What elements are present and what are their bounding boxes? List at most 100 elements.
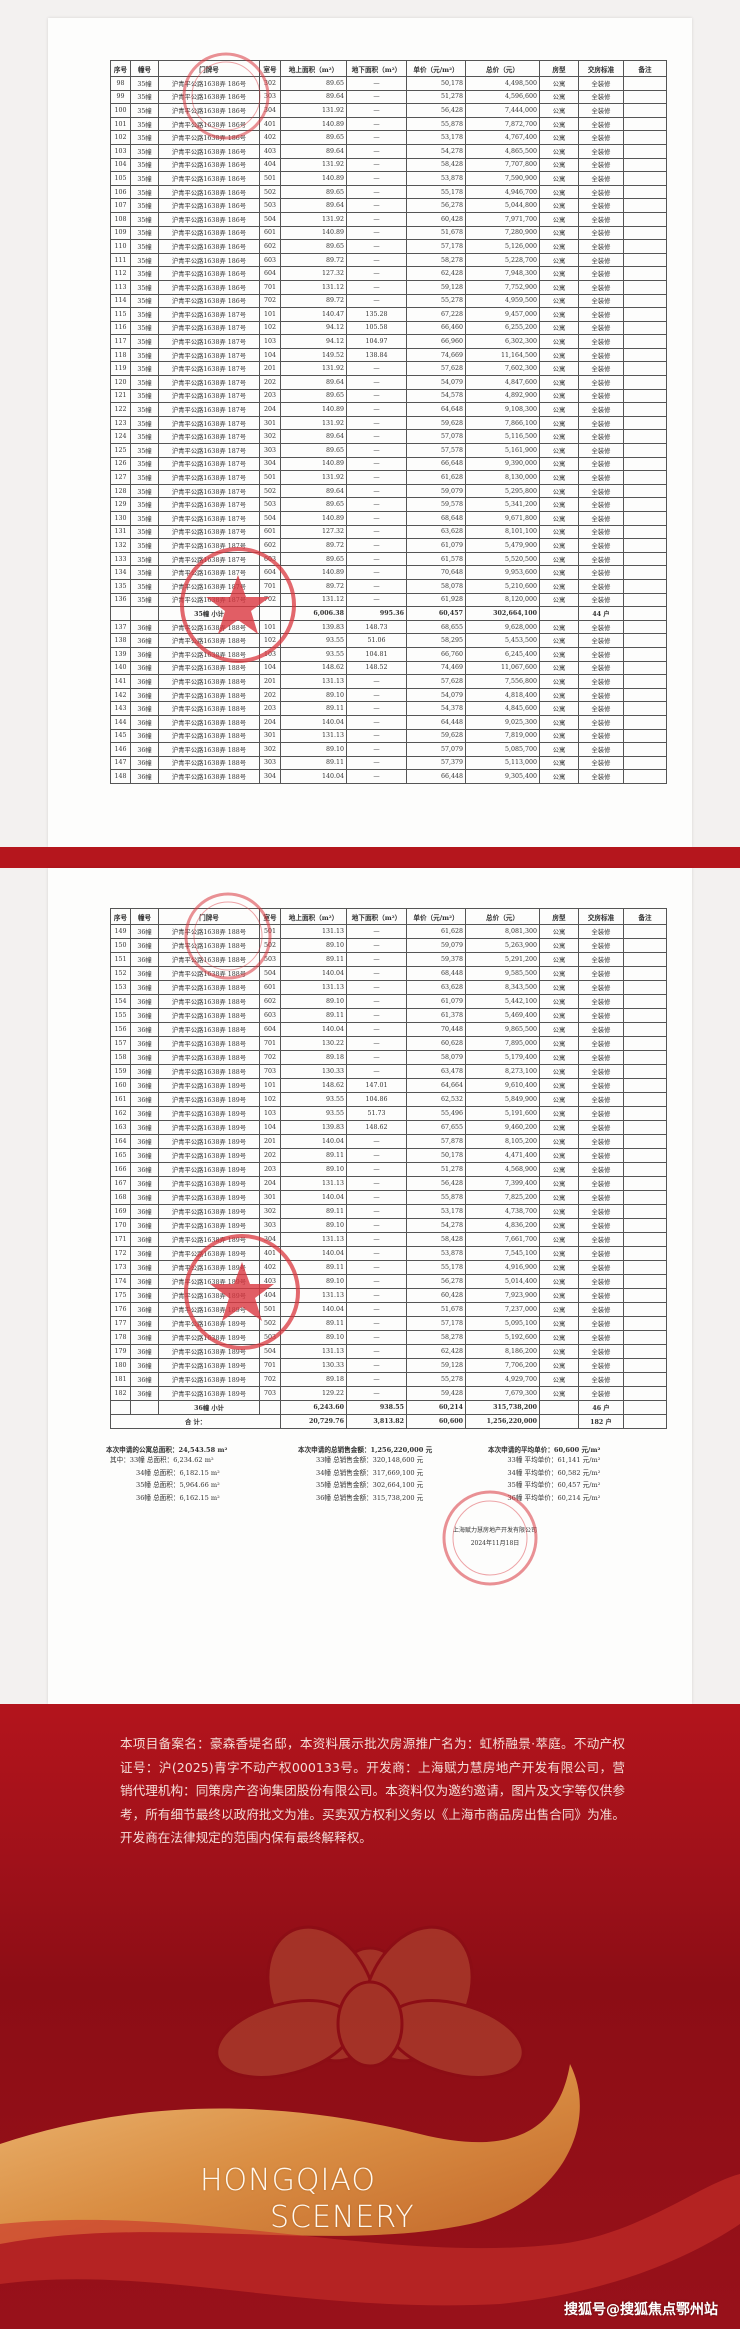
table-cell: 36幢	[130, 1134, 159, 1149]
column-header: 总价（元）	[465, 60, 540, 77]
table-row: 129 35幢 沪青平公路1638弄 187号 503 89.65—59,578 5,34…	[110, 497, 667, 512]
table-cell: 35幢	[130, 266, 159, 281]
table-cell: 157	[110, 1036, 131, 1051]
table-cell: 全装修	[578, 769, 624, 784]
table-row: 149 36幢 沪青平公路1638弄 188号 501 131.13—61,628 8,0…	[110, 924, 667, 939]
table-cell: 公寓	[539, 320, 579, 336]
table-cell: —	[346, 116, 407, 132]
table-cell: 68,655	[406, 619, 466, 635]
table-cell: 174	[110, 1274, 131, 1289]
table-cell: 7,661,700	[465, 1232, 540, 1247]
table-cell	[623, 565, 667, 580]
table-cell: 89.11	[280, 755, 347, 771]
table-row: 138 36幢 沪青平公路1638弄 188号 102 93.55 51.06 58,295…	[110, 633, 667, 648]
total-price: 302,664,100	[465, 606, 540, 621]
table-cell: 公寓	[539, 538, 579, 553]
table-cell: 沪青平公路1638弄 189号	[158, 1372, 260, 1387]
table-cell: 55,278	[406, 293, 466, 309]
table-cell	[623, 606, 667, 621]
table-cell: 6,245,400	[465, 646, 540, 662]
table-cell: 36幢	[130, 980, 159, 995]
table-cell: 全装修	[578, 1274, 624, 1289]
table-cell: 35幢	[130, 551, 159, 567]
table-cell	[623, 742, 667, 757]
table-cell: 66,648	[406, 456, 466, 472]
table-cell: 401	[259, 116, 281, 132]
table-cell: 160	[110, 1078, 131, 1093]
table-cell: 131.13	[280, 980, 347, 995]
table-cell: —	[346, 565, 407, 580]
grand-total-row: 合 计： 20,729.76 3,813.82 60,600 1,256,220,000…	[110, 1414, 667, 1429]
table-cell: 125	[110, 443, 131, 458]
table-cell: 沪青平公路1638弄 187号	[158, 402, 260, 417]
table-cell: 36幢	[130, 1344, 159, 1359]
table-cell: 604	[259, 565, 281, 580]
table-cell: 134	[110, 565, 131, 580]
table-cell	[623, 524, 667, 540]
table-cell: 9,390,000	[465, 456, 540, 472]
table-cell: 35幢	[130, 415, 159, 431]
table-cell: 60,628	[406, 1036, 466, 1051]
table-cell: 701	[259, 578, 281, 594]
table-cell: 143	[110, 701, 131, 716]
table-cell: 404	[259, 1288, 281, 1303]
table-cell: 沪青平公路1638弄 189号	[158, 1092, 260, 1107]
table-cell: 204	[259, 714, 281, 730]
table-cell: 5,263,900	[465, 938, 540, 953]
column-header: 地上面积（m²）	[280, 908, 347, 925]
table-cell: 89.64	[280, 483, 347, 499]
table-row: 101 35幢 沪青平公路1638弄 186号 401 140.89—55,878 7,8…	[110, 116, 667, 132]
table-cell: 7,971,700	[465, 211, 540, 227]
table-cell: 沪青平公路1638弄 186号	[158, 225, 260, 241]
table-row: 150 36幢 沪青平公路1638弄 188号 502 89.10—59,079 5,26…	[110, 938, 667, 953]
table-row: 141 36幢 沪青平公路1638弄 188号 201 131.13—57,628 7,5…	[110, 674, 667, 689]
table-cell: 89.11	[280, 701, 347, 716]
table-cell: 公寓	[539, 1120, 579, 1135]
table-cell: 5,520,500	[465, 551, 540, 567]
unit-count: 182 户	[578, 1414, 624, 1429]
table-cell: —	[346, 266, 407, 281]
table-cell: 302	[259, 76, 281, 91]
table-cell: 全装修	[578, 497, 624, 512]
table-cell: 公寓	[539, 1358, 579, 1373]
table-cell: —	[346, 938, 407, 953]
table-cell: 148	[110, 769, 131, 784]
table-cell	[623, 239, 667, 254]
table-cell: 89.11	[280, 1316, 347, 1331]
table-cell: 66,760	[406, 646, 466, 662]
table-row: 102 35幢 沪青平公路1638弄 186号 402 89.65—53,178 4,76…	[110, 130, 667, 145]
table-cell: 35幢	[130, 402, 159, 417]
table-cell: 89.64	[280, 198, 347, 213]
table-cell: 公寓	[539, 1246, 579, 1261]
table-cell: 5,442,100	[465, 994, 540, 1009]
table-cell: 35幢	[130, 524, 159, 540]
table-cell: 51,278	[406, 1162, 466, 1177]
table-cell: 36幢	[130, 769, 159, 784]
table-cell: 501	[259, 1302, 281, 1317]
table-cell: 89.65	[280, 497, 347, 512]
table-cell: 36幢	[130, 1386, 159, 1401]
table-row: 155 36幢 沪青平公路1638弄 188号 603 89.11—61,378 5,46…	[110, 1008, 667, 1023]
table-cell: 139.83	[280, 1120, 347, 1135]
table-cell: 全装修	[578, 966, 624, 981]
table-cell: 沪青平公路1638弄 189号	[158, 1190, 260, 1205]
subtotal-row: 35幢 小计 6,006.38 995.36 60,457 302,664,100 44 …	[110, 606, 667, 621]
table-cell: 404	[259, 157, 281, 173]
table-cell: 全装修	[578, 429, 624, 445]
table-cell: 7,280,900	[465, 225, 540, 241]
amount-line: 34幢 总销售金额：317,669,100 元	[316, 1468, 424, 1477]
table-cell: 127.32	[280, 524, 347, 540]
table-cell: 62,532	[406, 1092, 466, 1107]
table-cell: 140.89	[280, 511, 347, 526]
total-label: 合 计：	[110, 1414, 281, 1429]
table-cell: 172	[110, 1246, 131, 1261]
table-cell	[623, 633, 667, 648]
table-cell: 501	[259, 924, 281, 939]
table-cell	[623, 1358, 667, 1373]
table-cell: 149.52	[280, 347, 347, 363]
table-cell	[623, 966, 667, 981]
table-cell: 7,602,300	[465, 361, 540, 377]
table-cell: —	[346, 456, 407, 472]
amount-title: 本次申请的总销售金额：1,256,220,000 元	[298, 1446, 433, 1454]
table-cell: 140.89	[280, 116, 347, 132]
